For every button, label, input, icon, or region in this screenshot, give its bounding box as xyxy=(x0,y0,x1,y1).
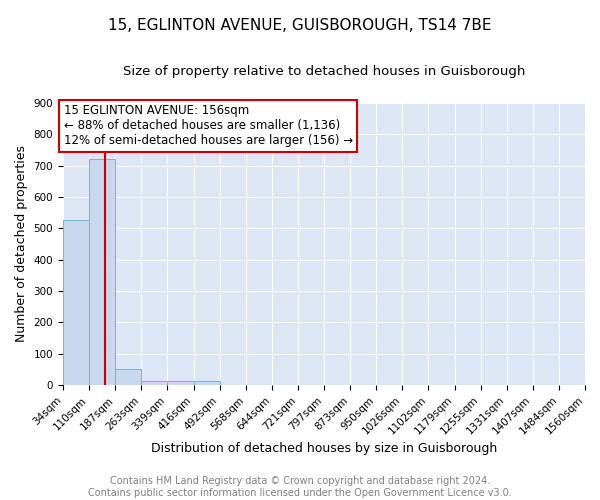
Bar xyxy=(63,220,89,385)
Title: Size of property relative to detached houses in Guisborough: Size of property relative to detached ho… xyxy=(123,65,525,78)
Y-axis label: Number of detached properties: Number of detached properties xyxy=(15,146,28,342)
Bar xyxy=(115,370,141,385)
Text: 15, EGLINTON AVENUE, GUISBOROUGH, TS14 7BE: 15, EGLINTON AVENUE, GUISBOROUGH, TS14 7… xyxy=(108,18,492,32)
Bar xyxy=(167,382,194,385)
Bar xyxy=(194,382,220,385)
Bar xyxy=(89,160,115,385)
Text: 15 EGLINTON AVENUE: 156sqm
← 88% of detached houses are smaller (1,136)
12% of s: 15 EGLINTON AVENUE: 156sqm ← 88% of deta… xyxy=(64,104,353,148)
Bar xyxy=(141,382,167,385)
X-axis label: Distribution of detached houses by size in Guisborough: Distribution of detached houses by size … xyxy=(151,442,497,455)
Text: Contains HM Land Registry data © Crown copyright and database right 2024.
Contai: Contains HM Land Registry data © Crown c… xyxy=(88,476,512,498)
